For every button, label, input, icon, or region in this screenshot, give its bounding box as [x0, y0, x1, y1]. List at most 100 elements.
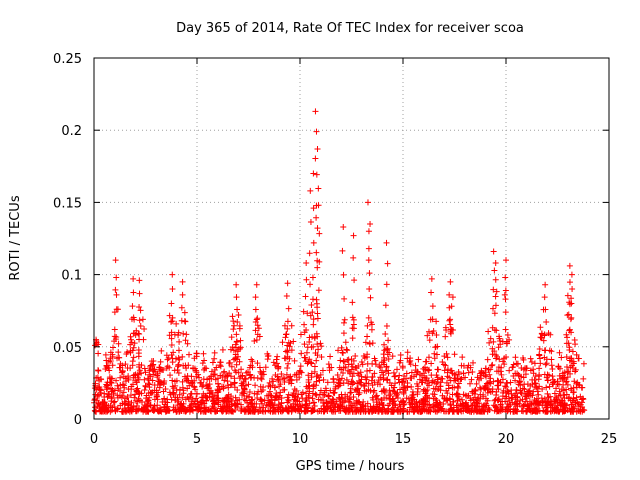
data-point: [313, 171, 320, 178]
data-point: [130, 374, 137, 381]
data-point: [233, 361, 240, 368]
data-point: [490, 305, 497, 312]
data-point: [278, 371, 285, 378]
data-point: [146, 371, 153, 378]
data-point: [306, 400, 313, 407]
data-point: [226, 399, 233, 406]
data-point: [531, 380, 538, 387]
data-point: [580, 375, 587, 382]
data-point: [570, 360, 577, 367]
data-point: [373, 399, 380, 406]
data-point: [482, 365, 489, 372]
data-point: [310, 343, 317, 350]
data-point: [315, 202, 322, 209]
data-point: [576, 382, 583, 389]
data-point: [501, 355, 508, 362]
data-point: [505, 395, 512, 402]
data-point: [359, 361, 366, 368]
data-point: [138, 362, 145, 369]
data-point: [111, 338, 118, 345]
data-point: [566, 262, 573, 269]
data-point: [504, 380, 511, 387]
data-point: [273, 360, 280, 367]
data-point: [260, 371, 267, 378]
data-point: [235, 369, 242, 376]
data-point: [381, 361, 388, 368]
data-point: [368, 319, 375, 326]
data-point: [308, 301, 315, 308]
data-point: [381, 388, 388, 395]
data-point: [283, 331, 290, 338]
data-point: [426, 401, 433, 408]
data-point: [111, 309, 118, 316]
data-point: [443, 408, 450, 415]
data-point: [306, 250, 313, 257]
data-point: [580, 360, 587, 367]
data-point: [184, 394, 191, 401]
data-point: [297, 363, 304, 370]
data-point: [515, 371, 522, 378]
data-point: [554, 378, 561, 385]
data-point: [103, 383, 110, 390]
data-point: [154, 372, 161, 379]
data-point: [494, 382, 501, 389]
x-tick-label: 10: [292, 432, 309, 447]
data-point: [157, 358, 164, 365]
data-point: [174, 396, 181, 403]
data-point: [137, 322, 144, 329]
data-point: [517, 389, 524, 396]
data-point: [301, 321, 308, 328]
data-point: [565, 368, 572, 375]
data-point: [183, 408, 190, 415]
data-point: [362, 339, 369, 346]
data-point: [414, 368, 421, 375]
chart-title: Day 365 of 2014, Rate Of TEC Index for r…: [176, 21, 524, 36]
data-point: [224, 372, 231, 379]
data-point: [129, 362, 136, 369]
data-point: [125, 374, 132, 381]
data-point: [144, 375, 151, 382]
data-point: [422, 388, 429, 395]
data-point: [279, 404, 286, 411]
data-point: [538, 334, 545, 341]
data-point: [407, 401, 414, 408]
data-point: [527, 355, 534, 362]
data-point: [429, 303, 436, 310]
data-point: [114, 392, 121, 399]
data-point: [136, 336, 143, 343]
y-axis-label: ROTI / TECUs: [8, 195, 23, 280]
data-point: [135, 407, 142, 414]
data-point: [117, 360, 124, 367]
data-point: [491, 327, 498, 334]
data-point: [483, 402, 490, 409]
data-point: [251, 374, 258, 381]
data-point: [146, 381, 153, 388]
data-point: [400, 406, 407, 413]
data-point: [455, 380, 462, 387]
data-point: [367, 221, 374, 228]
data-point: [493, 288, 500, 295]
data-point: [131, 340, 138, 347]
data-point: [328, 399, 335, 406]
data-point: [372, 393, 379, 400]
data-point: [183, 365, 190, 372]
data-point: [505, 390, 512, 397]
data-point: [542, 281, 549, 288]
data-point: [133, 408, 140, 415]
data-point: [262, 364, 269, 371]
data-point: [569, 286, 576, 293]
data-point: [281, 322, 288, 329]
data-point: [349, 363, 356, 370]
data-point: [265, 392, 272, 399]
data-point: [502, 296, 509, 303]
data-point: [176, 391, 183, 398]
data-point: [371, 370, 378, 377]
data-point: [199, 394, 206, 401]
data-point: [447, 330, 454, 337]
data-point: [186, 404, 193, 411]
data-point: [95, 392, 102, 399]
data-point: [232, 341, 239, 348]
data-point: [314, 304, 321, 311]
data-point: [457, 376, 464, 383]
data-point: [512, 408, 519, 415]
